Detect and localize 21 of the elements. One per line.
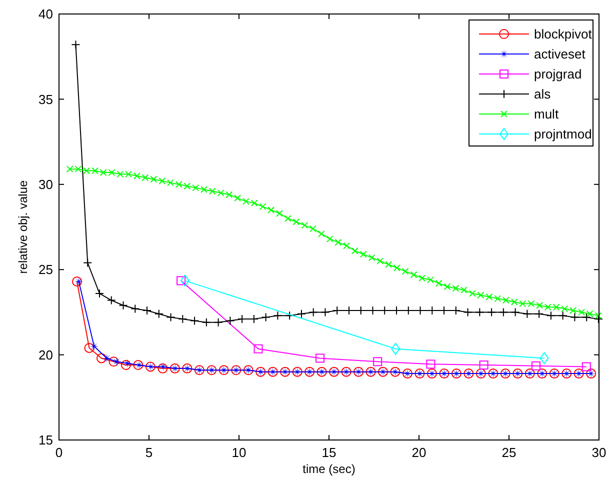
- x-tick-label: 5: [145, 445, 153, 460]
- x-tick-label: 30: [592, 445, 606, 460]
- x-tick-label: 25: [502, 445, 516, 460]
- y-tick-label: 40: [38, 6, 53, 22]
- y-tick-label: 20: [38, 347, 53, 362]
- y-tick-label: 25: [38, 262, 53, 278]
- x-tick-label: 0: [55, 445, 63, 460]
- legend-label: projgrad: [534, 66, 582, 82]
- y-tick-label: 15: [38, 432, 53, 448]
- legend-label: activeset: [534, 46, 586, 62]
- legend-label: blockpivot: [534, 26, 592, 42]
- x-tick-label: 20: [412, 445, 426, 460]
- legend-label: mult: [534, 106, 559, 122]
- y-tick-label: 35: [38, 92, 53, 107]
- x-axis-title: time (sec): [302, 462, 356, 476]
- y-tick-label: 30: [38, 176, 53, 192]
- x-tick-label: 10: [232, 445, 246, 460]
- legend-label: projntmod: [534, 126, 592, 142]
- legend-label: als: [534, 86, 552, 102]
- y-axis-title: relative obj. value: [16, 180, 30, 274]
- x-tick-label: 15: [322, 445, 336, 460]
